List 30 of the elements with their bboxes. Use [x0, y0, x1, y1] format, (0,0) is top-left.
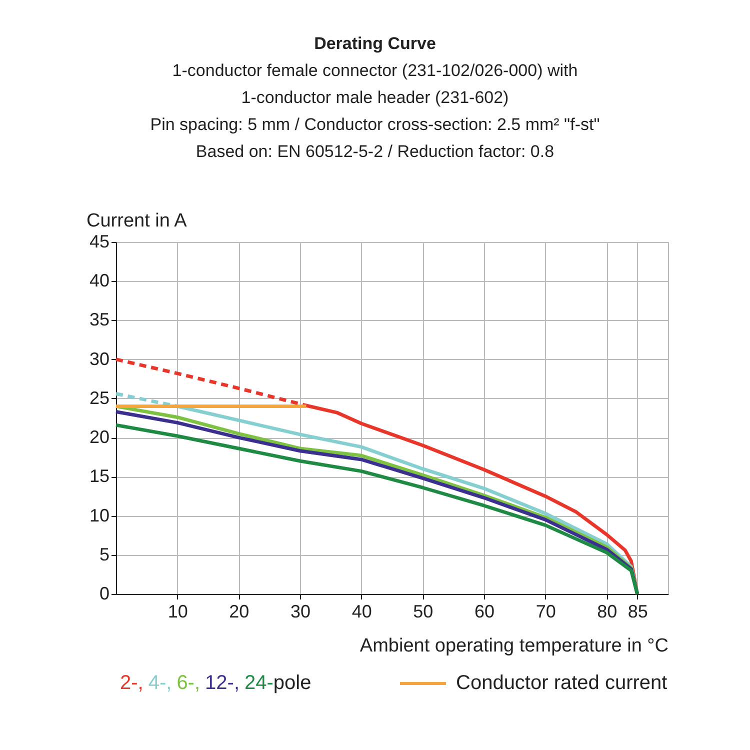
y-tick-label: 45: [89, 232, 110, 252]
x-tick-label: 30: [290, 602, 311, 622]
x-tick-label: 70: [536, 602, 556, 622]
x-tick-label: 50: [413, 602, 434, 622]
y-tick-label: 20: [89, 427, 110, 448]
y-tick-label: 25: [89, 388, 110, 408]
x-tick-label: 40: [352, 602, 372, 622]
text: 12-,: [205, 672, 240, 694]
chart-subtitle: 1-conductor female connector (231-102/026-000) with 1-conductor male header (231-602) Pin spacing: 5 mm / Conductor cross-section: 2.5 mm² "f-st" Based on: EN 60512-5-2 / Reduction factor: 0.8: [149, 60, 601, 163]
y-tick-label: 10: [89, 505, 110, 526]
x-tick-label: 60: [474, 602, 495, 622]
x-axis-title: Ambient operating temperature in °C: [360, 636, 668, 656]
y-tick-label: 5: [99, 544, 110, 564]
y-tick-label: 15: [89, 466, 110, 486]
chart-title: Derating Curve: [313, 33, 437, 55]
text: 2-,: [120, 672, 144, 694]
y-axis-title: Current in A: [86, 210, 188, 232]
y-tick-label: 40: [89, 270, 110, 291]
y-tick-label: 0: [99, 584, 110, 604]
x-tick-label: 20: [229, 602, 250, 622]
x-tick-label: 80: [597, 602, 618, 622]
text: 4-,: [148, 672, 172, 694]
x-tick-label: 85: [628, 602, 648, 622]
text: 24-: [244, 672, 274, 694]
text: 6-,: [176, 672, 200, 694]
text: pole: [273, 672, 312, 694]
y-tick-label: 30: [89, 348, 110, 369]
legend-label: Conductor rated current: [456, 672, 668, 695]
y-tick-label: 35: [89, 310, 110, 330]
x-tick-label: 10: [168, 602, 188, 622]
